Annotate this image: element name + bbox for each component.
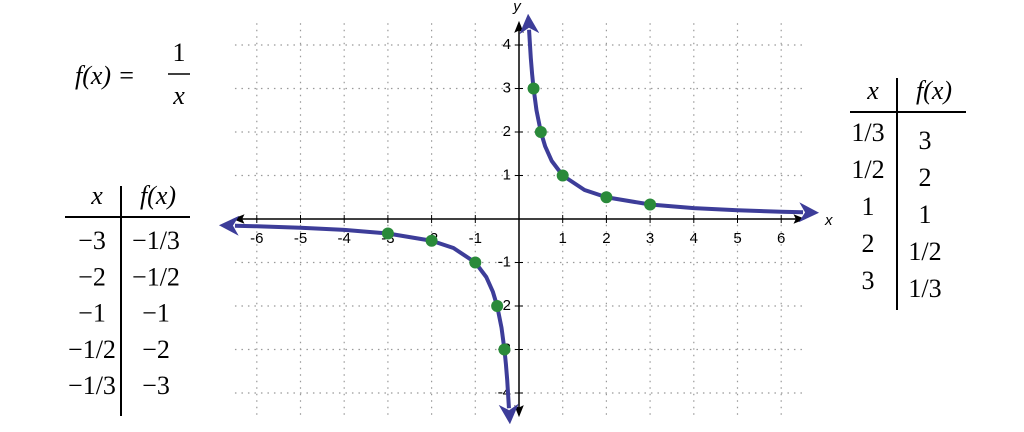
table-cell: 3: [919, 126, 932, 155]
table-cell: 1/3: [851, 118, 884, 147]
x-axis-label: x: [824, 212, 833, 229]
point: [644, 198, 657, 211]
table-cell: −1: [78, 299, 106, 328]
table-cell: 1: [862, 192, 875, 221]
x-tick-label: -5: [294, 230, 307, 247]
table-cell: −2: [142, 335, 170, 364]
table-cell: −1: [142, 299, 170, 328]
point: [556, 169, 569, 182]
table-cell: −2: [78, 262, 106, 291]
table-header: f(x): [140, 181, 176, 210]
y-tick-label: 4: [503, 36, 511, 53]
x-tick-label: 1: [559, 230, 567, 247]
point: [600, 191, 613, 204]
x-tick-label: -1: [469, 230, 482, 247]
table-cell: 2: [919, 163, 932, 192]
x-tick-label: -6: [250, 230, 263, 247]
x-tick-label: 4: [690, 230, 698, 247]
table-cell: −1/2: [132, 262, 180, 291]
table-cell: −1/3: [68, 371, 116, 400]
x-tick-label: 6: [777, 230, 785, 247]
curve: [519, 13, 820, 223]
y-tick-label: -1: [498, 253, 511, 270]
table-cell: 1/2: [851, 155, 884, 184]
point: [491, 300, 504, 312]
point: [498, 343, 511, 356]
point: [381, 227, 394, 240]
y-axis-label: y: [512, 0, 522, 15]
x-tick-label: 5: [733, 230, 741, 247]
point: [469, 256, 482, 269]
table-cell: −1/3: [132, 226, 180, 255]
table-header: f(x): [916, 76, 952, 105]
point: [534, 126, 547, 138]
formula-denominator: x: [172, 81, 185, 110]
y-tick-label: 3: [503, 79, 511, 96]
curve: [218, 215, 519, 425]
left-table: x f(x) −3 −1/3 −2 −1/2 −1 −1 −1/2 −2 −1/3 −3: [65, 181, 190, 416]
y-tick-label: 1: [503, 166, 511, 183]
table-cell: 1/3: [908, 274, 941, 303]
table-header: x: [90, 181, 103, 210]
table-cell: −1/2: [68, 335, 116, 364]
table-header: x: [866, 76, 879, 105]
table-cell: 1/2: [908, 237, 941, 266]
formula-numerator: 1: [173, 38, 186, 67]
y-tick-label: 2: [503, 123, 511, 140]
right-table: x f(x) 1/3 3 1/2 2 1 1 2 1/2 3 1/3: [850, 76, 966, 310]
x-tick-label: -4: [338, 230, 351, 247]
x-tick-label: 3: [646, 230, 654, 247]
table-cell: −3: [78, 226, 106, 255]
point: [527, 82, 540, 95]
table-cell: 1: [919, 200, 932, 229]
table-cell: 2: [862, 229, 875, 258]
formula-lhs: f(x) =: [75, 61, 135, 90]
x-tick-label: 2: [602, 230, 610, 247]
table-cell: 3: [862, 266, 875, 295]
formula: f(x) = 1 x: [75, 38, 190, 110]
table-cell: −3: [142, 371, 170, 400]
point: [425, 234, 438, 247]
